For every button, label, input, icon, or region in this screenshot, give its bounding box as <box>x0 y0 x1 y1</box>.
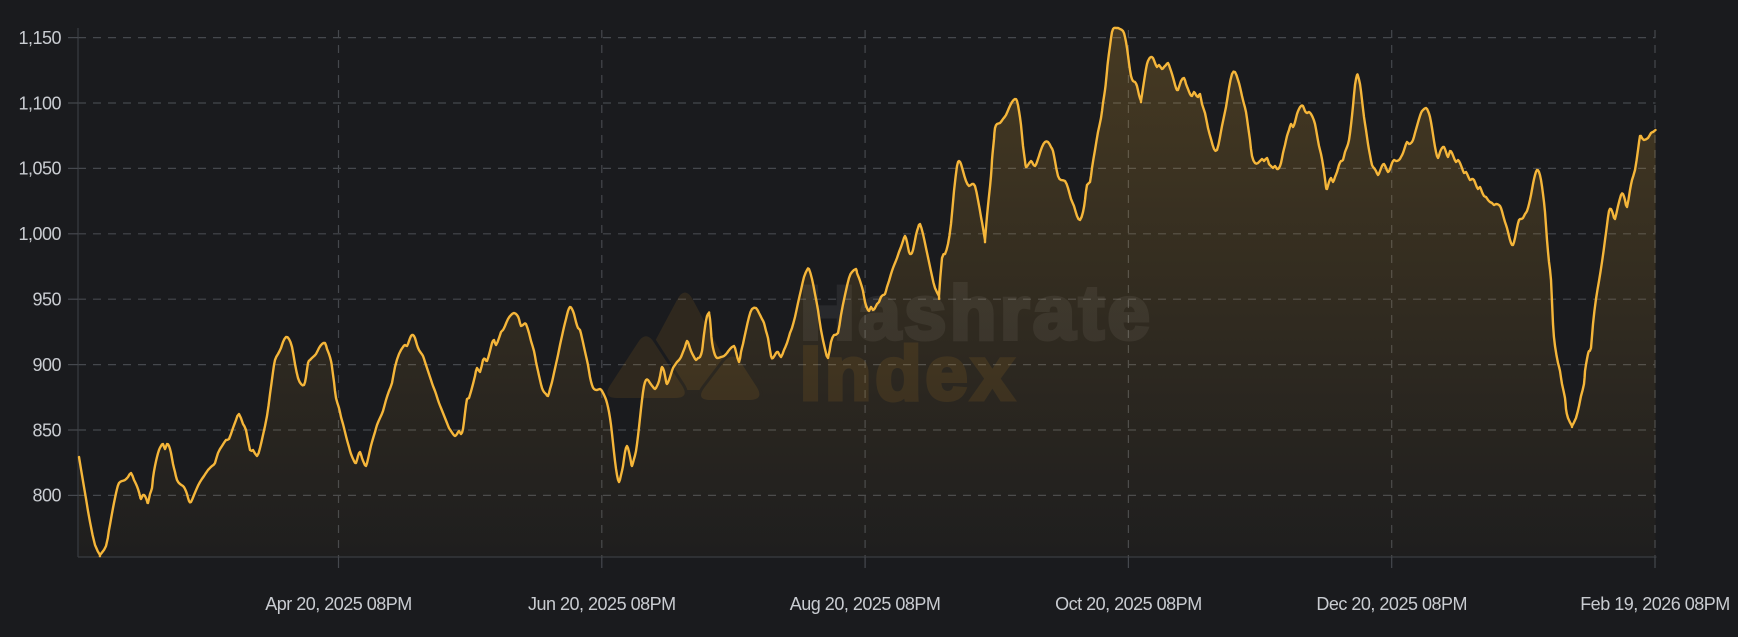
svg-text:Dec 20, 2025 08PM: Dec 20, 2025 08PM <box>1316 594 1467 614</box>
svg-text:Apr 20, 2025 08PM: Apr 20, 2025 08PM <box>265 594 412 614</box>
svg-text:1,000: 1,000 <box>18 224 61 244</box>
svg-text:1,150: 1,150 <box>18 28 61 48</box>
svg-text:Feb 19, 2026 08PM: Feb 19, 2026 08PM <box>1580 594 1730 614</box>
svg-text:950: 950 <box>32 290 61 310</box>
svg-text:850: 850 <box>32 420 61 440</box>
svg-text:Jun 20, 2025 08PM: Jun 20, 2025 08PM <box>528 594 676 614</box>
svg-text:Oct 20, 2025 08PM: Oct 20, 2025 08PM <box>1055 594 1202 614</box>
svg-text:1,050: 1,050 <box>18 159 61 179</box>
svg-text:900: 900 <box>32 355 61 375</box>
svg-text:1,100: 1,100 <box>18 93 61 113</box>
svg-text:Aug 20, 2025 08PM: Aug 20, 2025 08PM <box>790 594 941 614</box>
svg-text:800: 800 <box>32 486 61 506</box>
